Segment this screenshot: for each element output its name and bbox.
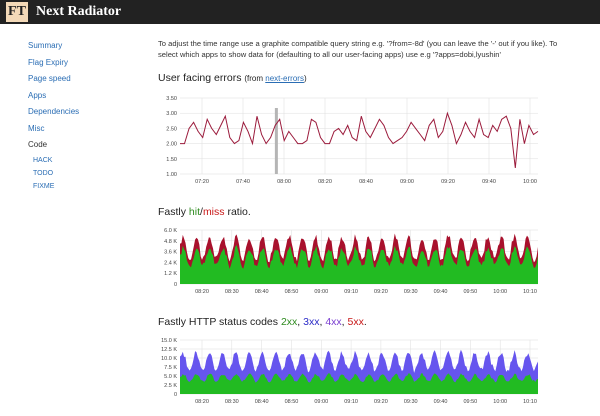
x-tick-label: 09:20 (374, 289, 388, 295)
sidebar-item-flag-expiry[interactable]: Flag Expiry (28, 57, 69, 67)
hit-miss-sep: / (200, 206, 203, 218)
time-range-marker (274, 108, 278, 174)
x-tick-label: 09:40 (434, 289, 448, 295)
fastly-suffix: ratio. (224, 206, 251, 218)
series-hit-area (180, 245, 538, 284)
errors-from: (from next-errors) (244, 74, 306, 83)
sidebar-item-dependencies[interactable]: Dependencies (28, 107, 80, 116)
x-tick-label: 08:30 (225, 399, 239, 405)
y-tick-label: 2.50 (166, 126, 177, 132)
x-tick-label: 09:20 (441, 179, 455, 185)
x-tick-label: 09:30 (404, 289, 418, 295)
status-2xx-label: 2xx (280, 316, 298, 328)
intro-text: To adjust the time range use a graphite … (158, 39, 558, 59)
fastly-ratio-chart: 6.0 K 4.8 K 3.6 K 2.4 K 1.2 K 0 08:20 08:30 08:4… (158, 226, 544, 302)
x-tick-label: 10:00 (523, 179, 537, 185)
x-tick-label: 10:00 (493, 399, 507, 405)
y-tick-label: 2.5 K (164, 383, 177, 389)
x-tick-label: 09:50 (463, 399, 477, 405)
y-tick-label: 15.0 K (161, 338, 177, 344)
errors-heading: User facing errors (from next-errors) (158, 72, 307, 84)
x-tick-label: 09:40 (482, 179, 496, 185)
x-tick-label: 10:10 (523, 399, 537, 405)
y-tick-label: 3.00 (166, 111, 177, 117)
miss-label: miss (202, 206, 225, 218)
y-tick-label: 1.50 (166, 157, 177, 163)
x-tick-label: 08:20 (195, 399, 209, 405)
sidebar-item-summary[interactable]: Summary (28, 41, 63, 50)
status-sep-3: , (341, 316, 348, 328)
x-tick-label: 10:10 (523, 289, 537, 295)
x-tick-label: 08:20 (195, 289, 209, 295)
series-2xx-area (180, 373, 538, 394)
fastly-ratio-heading: Fastly hit/miss ratio. (158, 206, 251, 218)
status-sep-2: , (319, 316, 326, 328)
x-tick-label: 09:40 (434, 399, 448, 405)
top-bar: FT Next Radiator (0, 0, 600, 24)
x-tick-label: 08:50 (285, 289, 299, 295)
sidebar-item-apps[interactable]: Apps (28, 90, 47, 100)
y-tick-label: 5.0 K (164, 374, 177, 380)
y-tick-label: 7.5 K (164, 365, 177, 371)
errors-title: User facing errors (158, 72, 242, 84)
y-tick-label: 0 (174, 392, 177, 398)
status-5xx-label: 5xx (347, 316, 364, 328)
status-end: . (363, 316, 367, 328)
x-tick-label: 09:10 (344, 289, 358, 295)
sidebar-item-code[interactable]: Code (28, 140, 48, 149)
x-tick-label: 08:00 (277, 179, 291, 185)
x-tick-label: 08:40 (255, 399, 269, 405)
next-errors-link[interactable]: next-errors (265, 74, 304, 83)
sidebar-subitem-fixme[interactable]: FIXME (33, 182, 55, 190)
x-tick-label: 09:00 (314, 399, 328, 405)
status-codes-heading: Fastly HTTP status codes 2xx, 3xx, 4xx, … (158, 316, 367, 328)
status-sep-1: , (297, 316, 304, 328)
x-tick-label: 08:20 (318, 179, 332, 185)
sidebar-item-page-speed[interactable]: Page speed (28, 74, 71, 83)
y-tick-label: 0 (174, 282, 177, 288)
status-4xx-label: 4xx (325, 316, 342, 328)
status-prefix: Fastly HTTP status codes (158, 316, 281, 328)
x-tick-label: 07:20 (195, 179, 209, 185)
x-tick-label: 10:00 (493, 289, 507, 295)
fastly-prefix: Fastly (158, 206, 189, 218)
x-tick-label: 08:40 (359, 179, 373, 185)
x-tick-label: 08:50 (285, 399, 299, 405)
ft-logo[interactable]: FT (6, 2, 28, 22)
x-tick-label: 09:30 (404, 399, 418, 405)
y-tick-label: 12.5 K (161, 347, 177, 353)
y-tick-label: 1.2 K (164, 271, 177, 277)
x-tick-label: 09:00 (314, 289, 328, 295)
x-tick-label: 08:40 (255, 289, 269, 295)
y-tick-label: 6.0 K (164, 228, 177, 234)
sidebar-item-misc[interactable]: Misc (28, 123, 45, 133)
x-tick-label: 08:30 (225, 289, 239, 295)
x-tick-label: 09:20 (374, 399, 388, 405)
y-tick-label: 2.4 K (164, 260, 177, 266)
y-tick-label: 4.8 K (164, 239, 177, 245)
x-tick-label: 09:10 (344, 399, 358, 405)
y-tick-label: 3.6 K (164, 250, 177, 256)
status-3xx-label: 3xx (303, 316, 320, 328)
y-tick-label: 3.50 (166, 96, 177, 102)
x-tick-label: 09:50 (463, 289, 477, 295)
y-tick-label: 1.00 (166, 172, 177, 178)
errors-series-line (180, 111, 539, 168)
sidebar-subitem-hack[interactable]: HACK (33, 156, 53, 164)
y-tick-label: 10.0 K (161, 356, 177, 362)
sidebar-subitem-todo[interactable]: TODO (33, 169, 54, 177)
errors-from-prefix: (from (244, 74, 266, 83)
x-tick-label: 07:40 (236, 179, 250, 185)
status-codes-chart: 15.0 K 12.5 K 10.0 K 7.5 K 5.0 K 2.5 K 0 08:20 0… (158, 336, 544, 412)
errors-chart: 3.50 3.00 2.50 2.00 1.50 1.00 07:20 07:40 08:00 0… (158, 92, 544, 192)
x-tick-label: 09:00 (400, 179, 414, 185)
hit-label: hit (188, 206, 201, 218)
errors-from-suffix: ) (303, 74, 307, 83)
y-tick-label: 2.00 (166, 142, 177, 148)
app-title[interactable]: Next Radiator (36, 4, 122, 19)
sidebar-nav: Summary Flag Expiry Page speed Apps Depe… (28, 38, 138, 193)
